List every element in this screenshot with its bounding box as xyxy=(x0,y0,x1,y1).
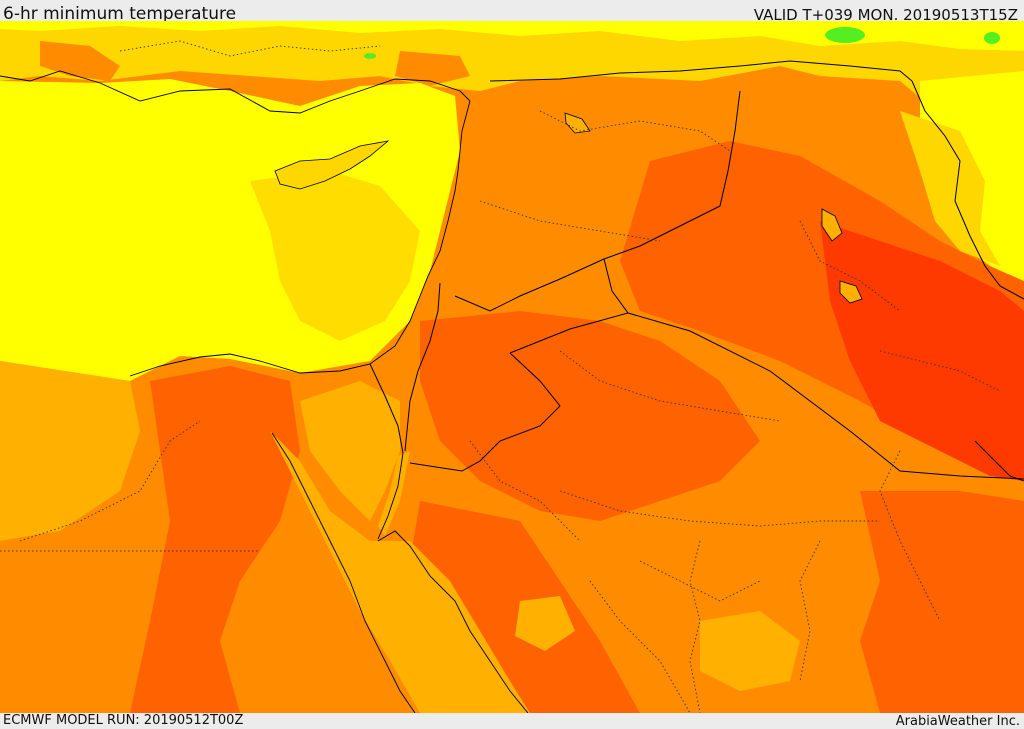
coastline-turkey-south xyxy=(0,70,471,114)
border-egypt-israel xyxy=(369,363,404,454)
footer-bar: ECMWF MODEL RUN: 20190512T00Z ArabiaWeat… xyxy=(0,713,1024,729)
coastline-red-sea-east xyxy=(377,530,529,713)
border-iraq-saudi xyxy=(627,312,1024,480)
lake-razzaza xyxy=(839,280,863,304)
region-iraq-red-orange xyxy=(820,221,1024,481)
border-syria-turkey xyxy=(489,60,913,82)
region-saudi-amber-2 xyxy=(515,596,575,651)
lake-tharthar xyxy=(821,208,843,242)
coastline-levant xyxy=(129,100,471,377)
valid-time-label: VALID T+039 MON. 20190513T15Z xyxy=(753,6,1018,24)
region-green-patch-1 xyxy=(825,27,865,43)
map-canvas xyxy=(0,21,1024,713)
region-sea-gold-edge xyxy=(250,171,420,341)
region-gulf-aqaba xyxy=(378,451,410,536)
region-egypt-dark xyxy=(130,366,300,713)
region-turkey-orange-2 xyxy=(395,51,470,86)
region-saudi-orange-north xyxy=(560,511,880,661)
region-jordan-dark-orange xyxy=(420,311,760,521)
region-saudi-amber-1 xyxy=(700,611,800,691)
map-title: 6-hr minimum temperature xyxy=(3,4,237,24)
coastline-aqaba xyxy=(377,452,404,540)
region-egypt-west-orange xyxy=(0,521,150,713)
region-green-patch-3 xyxy=(364,53,376,59)
border-syria-iraq xyxy=(603,90,741,260)
border-jordan-saudi xyxy=(409,352,561,472)
coastline-red-sea-west xyxy=(271,432,416,713)
region-red-sea xyxy=(270,431,530,713)
island-cyprus xyxy=(274,140,390,190)
border-iraq-iran xyxy=(911,80,1024,300)
region-north-yellow xyxy=(0,21,1024,51)
border-israel-jordan xyxy=(404,282,441,452)
temperature-map xyxy=(0,21,1024,713)
provincial-borders xyxy=(0,40,1001,713)
region-saudi-east-dark xyxy=(860,491,1024,713)
lake-assad xyxy=(564,112,591,134)
model-run-label: ECMWF MODEL RUN: 20190512T00Z xyxy=(3,713,244,728)
border-syria-jordan xyxy=(454,258,605,312)
region-egypt-amber xyxy=(0,361,140,541)
region-sinai xyxy=(300,381,400,521)
region-green-patch-2 xyxy=(984,32,1000,44)
credit-label: ArabiaWeather Inc. xyxy=(895,714,1020,729)
region-turkey-east-gold xyxy=(900,111,1000,266)
header-bar: 6-hr minimum temperature VALID T+039 MON… xyxy=(0,0,1024,24)
region-turkey-gold xyxy=(0,21,1024,151)
